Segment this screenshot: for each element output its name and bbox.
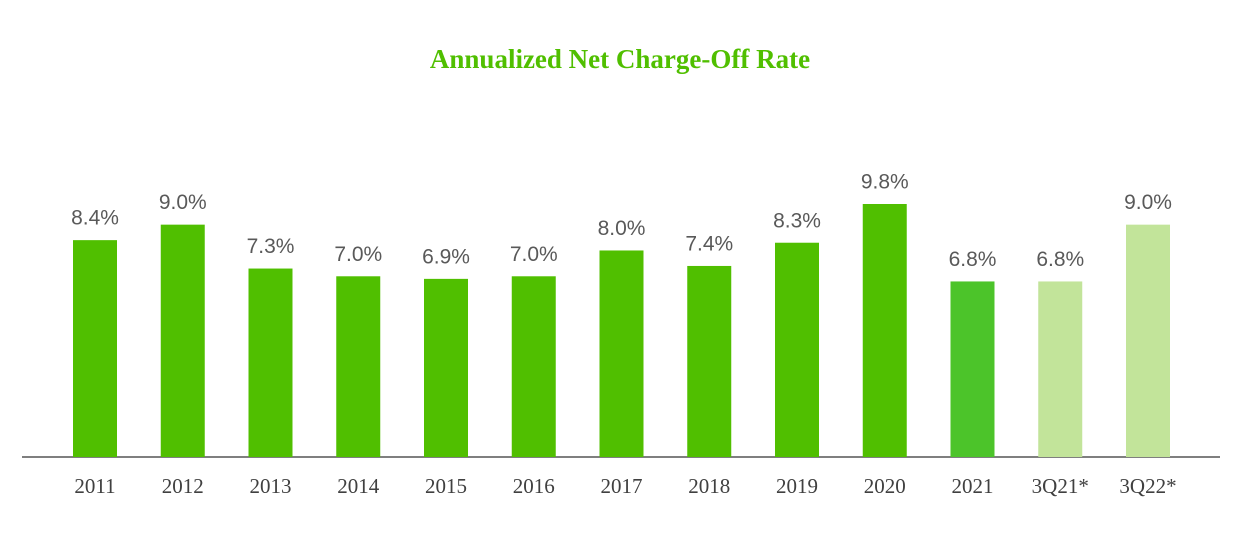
bar xyxy=(687,265,732,457)
bar xyxy=(336,276,381,457)
x-tick-label: 2017 xyxy=(601,474,643,498)
bar xyxy=(1126,224,1170,457)
x-tick-label: 2013 xyxy=(250,474,292,498)
chart-title: Annualized Net Charge-Off Rate xyxy=(430,44,810,74)
value-label: 9.0% xyxy=(159,191,207,214)
value-label: 6.9% xyxy=(422,245,470,268)
bar xyxy=(424,278,468,457)
x-tick-label: 2012 xyxy=(162,474,204,498)
x-tick-label: 2020 xyxy=(864,474,906,498)
value-label: 9.8% xyxy=(861,171,909,194)
x-tick-label: 3Q22* xyxy=(1119,474,1176,498)
value-label: 9.0% xyxy=(1124,191,1172,214)
bar xyxy=(248,268,293,457)
bar xyxy=(599,250,644,457)
x-tick-label: 2018 xyxy=(688,474,730,498)
bar xyxy=(775,242,819,457)
x-tick-label: 2014 xyxy=(337,474,380,498)
value-label: 7.0% xyxy=(510,243,558,266)
bar xyxy=(73,240,117,457)
x-tick-label: 2019 xyxy=(776,474,818,498)
bar xyxy=(862,204,907,457)
value-label: 8.3% xyxy=(773,209,821,232)
x-tick-label: 2016 xyxy=(513,474,555,498)
value-label: 7.4% xyxy=(685,233,733,256)
x-tick-label: 2011 xyxy=(74,474,115,498)
x-tick-label: 3Q21* xyxy=(1032,474,1089,498)
value-label: 8.0% xyxy=(598,217,646,240)
x-tick-label: 2015 xyxy=(425,474,467,498)
bar xyxy=(1038,281,1083,457)
bar xyxy=(160,224,205,457)
x-tick-label: 2021 xyxy=(952,474,994,498)
value-label: 6.8% xyxy=(949,248,997,271)
value-label: 6.8% xyxy=(1036,248,1084,271)
value-label: 7.0% xyxy=(334,243,382,266)
bar xyxy=(950,281,995,457)
value-label: 7.3% xyxy=(247,235,295,258)
bar xyxy=(511,276,556,457)
value-label: 8.4% xyxy=(71,207,119,230)
